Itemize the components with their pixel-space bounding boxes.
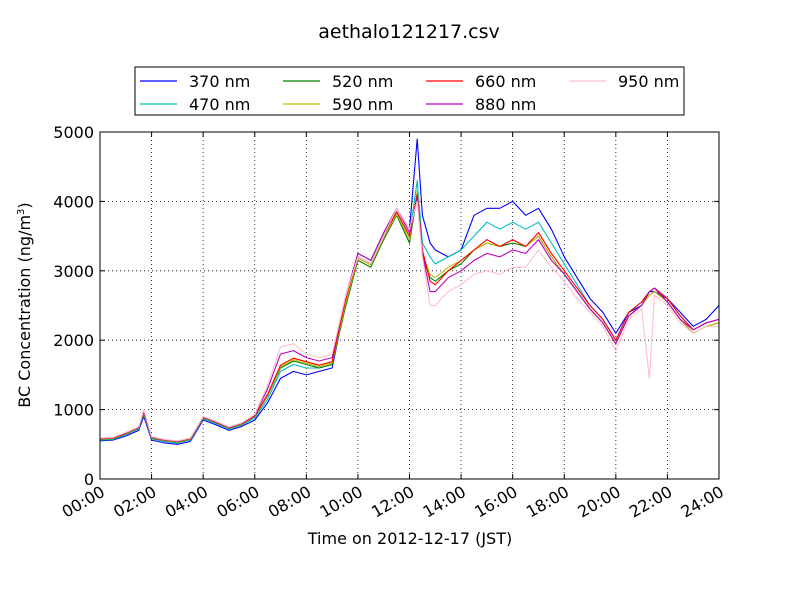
x-tick-label: 06:00	[213, 482, 262, 522]
legend-label: 950 nm	[618, 72, 679, 91]
legend-entries: 370 nm 470 nm 520 nm 590 nm 660 nm 880 nm 950 …	[140, 72, 679, 114]
legend: 370 nm 470 nm 520 nm 590 nm 660 nm 880 nm 950 …	[134, 66, 685, 116]
y-tick-label: 5000	[53, 123, 94, 142]
y-tick-label: 1000	[53, 401, 94, 420]
series-lines	[99, 138, 720, 445]
x-tick-label: 04:00	[162, 482, 211, 522]
plot-frame	[99, 131, 720, 480]
legend-label: 370 nm	[189, 72, 250, 91]
x-tick-label: 22:00	[626, 482, 675, 522]
plot-area	[99, 131, 720, 480]
legend-label: 880 nm	[475, 95, 536, 114]
y-tick-label: 3000	[53, 262, 94, 281]
x-tick-label: 12:00	[368, 482, 417, 522]
chart-title: aethalo121217.csv	[318, 21, 500, 43]
x-tick-label: 02:00	[110, 482, 159, 522]
y-axis-label-superscript: 3	[16, 209, 27, 215]
x-tick-label: 18:00	[523, 482, 572, 522]
series-line-370-nm	[99, 138, 720, 445]
x-tick-label: 10:00	[316, 482, 365, 522]
series-line-950-nm	[99, 200, 719, 442]
x-tick-label: 08:00	[265, 482, 314, 522]
y-tick-label: 4000	[53, 192, 94, 211]
y-tick-label: 0	[84, 470, 94, 489]
legend-label: 660 nm	[475, 72, 536, 91]
x-tick-label: 24:00	[678, 482, 727, 522]
y-tick-labels: 0 1000 2000 3000 4000 5000	[53, 123, 94, 489]
y-axis-label-main: BC Concentration (ng/m	[15, 215, 34, 408]
x-tick-label: 20:00	[574, 482, 623, 522]
legend-label: 520 nm	[332, 72, 393, 91]
x-axis-label: Time on 2012-12-17 (JST)	[307, 529, 512, 548]
x-tick-labels: 00:00 02:00 04:00 06:00 08:00 10:00 12:00 14:00…	[59, 482, 727, 522]
y-tick-label: 2000	[53, 331, 94, 350]
legend-box	[134, 66, 685, 116]
x-tick-label: 14:00	[420, 482, 469, 522]
y-axis-label: BC Concentration (ng/m3)	[15, 202, 34, 407]
legend-label: 590 nm	[332, 95, 393, 114]
y-axis-label-end: )	[15, 202, 34, 208]
plot-background	[100, 132, 719, 479]
legend-label: 470 nm	[189, 95, 250, 114]
x-tick-label: 16:00	[471, 482, 520, 522]
